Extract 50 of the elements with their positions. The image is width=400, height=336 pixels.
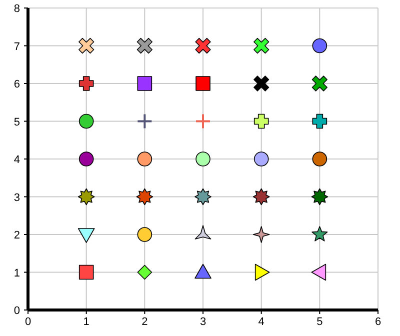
x-tick-label: 3 [200, 316, 206, 328]
point [136, 38, 152, 54]
point [312, 114, 328, 129]
y-tick-label: 4 [14, 154, 20, 166]
point [136, 113, 153, 130]
y-tick-label: 3 [14, 192, 20, 204]
point [311, 264, 326, 281]
y-tick-label: 8 [14, 3, 20, 15]
x-tick-label: 6 [374, 316, 382, 328]
point [254, 76, 270, 92]
y-tick-label: 6 [14, 78, 20, 90]
point [195, 113, 211, 130]
x-tick-label: 5 [316, 316, 323, 328]
y-tick-label: 2 [14, 230, 20, 242]
point [195, 38, 211, 54]
x-tick-label: 1 [83, 316, 90, 328]
x-tick-label: 2 [142, 316, 148, 328]
point [312, 226, 328, 242]
point [311, 188, 328, 206]
point [78, 188, 95, 206]
point [78, 264, 94, 280]
point [78, 152, 94, 166]
y-tick-label: 0 [14, 305, 20, 317]
x-tick-label: 4 [258, 316, 264, 328]
y-tick-label: 1 [14, 267, 20, 280]
point [254, 152, 269, 166]
y-tick-label: 7 [14, 40, 20, 53]
point [252, 226, 270, 243]
point [252, 188, 270, 206]
point [78, 76, 94, 91]
point [254, 114, 269, 129]
point [137, 264, 152, 280]
point [312, 38, 328, 54]
point [312, 152, 328, 166]
x-tick-label: 0 [24, 316, 32, 328]
point [194, 264, 212, 279]
point [78, 38, 94, 54]
point [137, 152, 152, 166]
point [254, 264, 270, 281]
point [136, 188, 154, 206]
y-tick-label: 5 [14, 116, 20, 128]
point [312, 76, 328, 92]
point [194, 188, 212, 206]
point [254, 38, 270, 54]
point [137, 76, 152, 91]
point [137, 227, 152, 242]
point [196, 76, 210, 91]
point [78, 114, 94, 129]
point [196, 152, 210, 166]
point [78, 228, 95, 243]
